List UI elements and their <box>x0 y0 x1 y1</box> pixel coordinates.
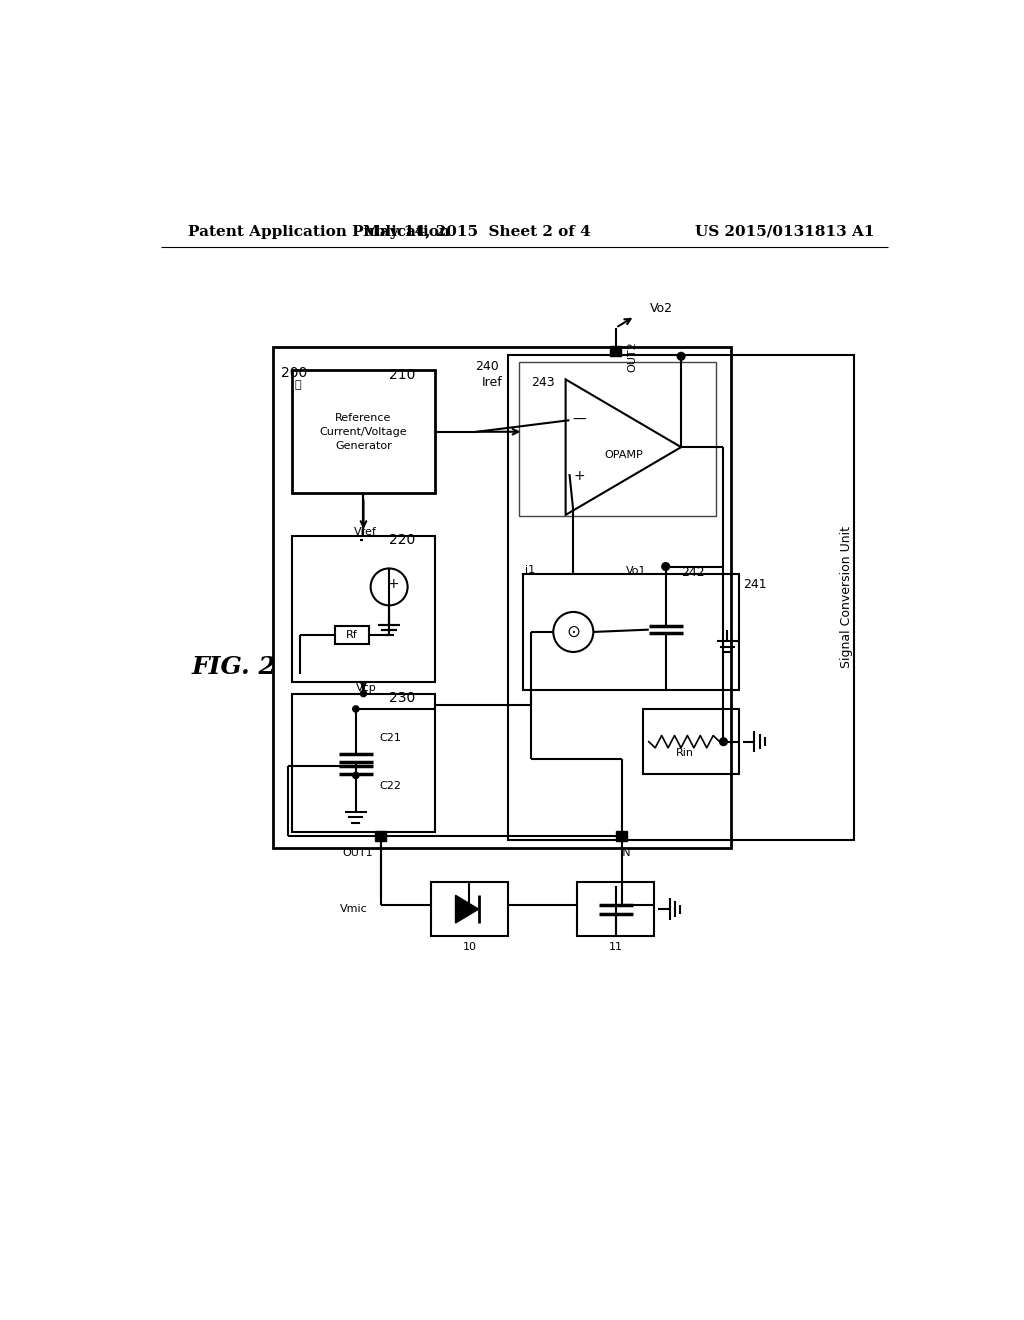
Text: 11: 11 <box>608 942 623 952</box>
Text: Reference
Current/Voltage
Generator: Reference Current/Voltage Generator <box>319 413 408 450</box>
Text: 200: 200 <box>281 367 307 380</box>
Bar <box>335 626 369 644</box>
Text: US 2015/0131813 A1: US 2015/0131813 A1 <box>695 224 874 239</box>
Text: FIG. 2: FIG. 2 <box>193 655 276 678</box>
Text: Vo2: Vo2 <box>650 302 674 315</box>
Polygon shape <box>456 895 478 923</box>
Text: 240: 240 <box>475 360 500 374</box>
Bar <box>610 346 621 356</box>
Text: 241: 241 <box>742 578 766 591</box>
Text: 220: 220 <box>389 533 416 548</box>
Text: OUT1: OUT1 <box>342 847 373 858</box>
Circle shape <box>720 738 727 746</box>
Circle shape <box>662 562 670 570</box>
Text: Vref: Vref <box>354 527 377 537</box>
Bar <box>578 882 654 936</box>
Bar <box>508 355 854 840</box>
Text: +: + <box>388 577 399 591</box>
Text: Iref: Iref <box>481 376 503 388</box>
Circle shape <box>677 352 685 360</box>
Text: OPAMP: OPAMP <box>604 450 643 459</box>
Text: 210: 210 <box>389 368 416 381</box>
Text: 230: 230 <box>389 692 416 705</box>
Text: ⌒: ⌒ <box>295 380 301 391</box>
Text: +: + <box>573 470 586 483</box>
Bar <box>292 370 435 494</box>
Text: Vcp: Vcp <box>356 684 377 693</box>
Text: 243: 243 <box>531 376 555 388</box>
Bar <box>643 709 739 775</box>
Bar <box>523 574 739 689</box>
Text: Rin: Rin <box>676 748 693 758</box>
Text: OUT2: OUT2 <box>628 342 637 372</box>
Bar <box>616 830 628 841</box>
Text: May 14, 2015  Sheet 2 of 4: May 14, 2015 Sheet 2 of 4 <box>364 224 591 239</box>
Bar <box>292 536 435 682</box>
Text: IN: IN <box>620 847 632 858</box>
Bar <box>376 830 386 841</box>
Text: C22: C22 <box>379 781 400 792</box>
Bar <box>273 347 731 847</box>
Circle shape <box>352 772 358 779</box>
Bar <box>292 693 435 832</box>
Text: i1: i1 <box>524 565 535 576</box>
Bar <box>431 882 508 936</box>
Bar <box>519 363 716 516</box>
Text: Vo1: Vo1 <box>626 566 646 577</box>
Text: ⊙: ⊙ <box>566 623 581 642</box>
Text: C21: C21 <box>379 734 400 743</box>
Circle shape <box>352 706 358 711</box>
Text: Patent Application Publication: Patent Application Publication <box>188 224 451 239</box>
Text: Signal Conversion Unit: Signal Conversion Unit <box>840 527 853 668</box>
Text: 242: 242 <box>681 566 705 579</box>
Text: —: — <box>572 413 587 428</box>
Text: Rf: Rf <box>346 630 358 640</box>
Text: 10: 10 <box>463 942 476 952</box>
Circle shape <box>360 690 367 697</box>
Text: Vmic: Vmic <box>340 904 368 915</box>
